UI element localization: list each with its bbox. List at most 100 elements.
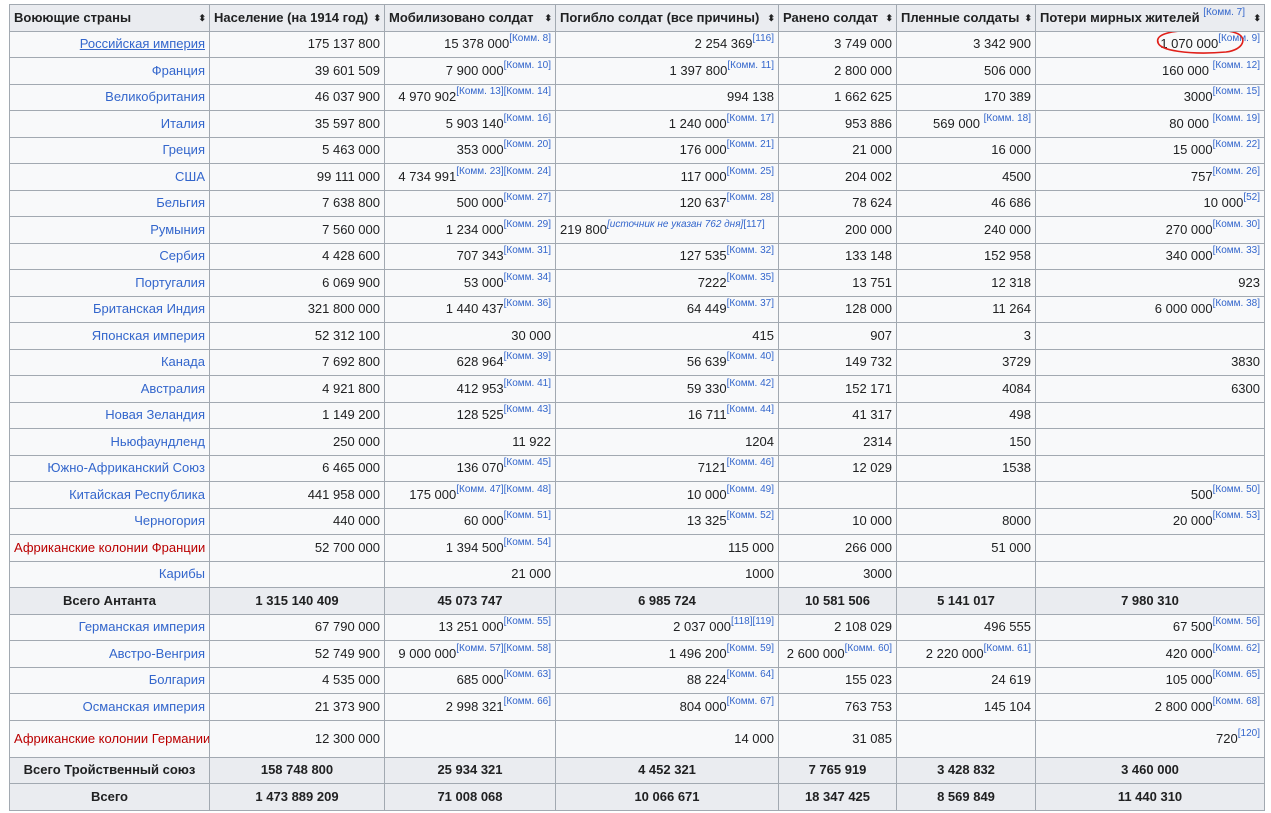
footnote-link[interactable]: [Комм. 67] (726, 695, 774, 707)
sort-arrows-icon[interactable]: ⬍ (544, 12, 552, 23)
footnote-link[interactable]: [Комм. 27] (503, 192, 551, 204)
country-link[interactable]: Германская империя (78, 619, 205, 635)
footnote-link[interactable]: [Комм. 15] (1212, 86, 1260, 98)
col-killed-header[interactable]: Погибло солдат (все причины) ⬍ (555, 4, 779, 32)
footnote-link[interactable]: [Комм. 13][Комм. 14] (456, 86, 551, 98)
footnote-link[interactable]: [Комм. 46] (726, 457, 774, 469)
footnote-link[interactable]: [Комм. 25] (726, 165, 774, 177)
country-link[interactable]: Китайская Республика (69, 486, 205, 502)
country-link[interactable]: Японская империя (91, 327, 205, 343)
footnote-link[interactable]: [Комм. 53] (1212, 510, 1260, 522)
footnote-link[interactable]: [Комм. 32] (726, 245, 774, 257)
footnote-link[interactable]: [Комм. 54] (503, 536, 551, 548)
sort-arrows-icon[interactable]: ⬍ (198, 12, 206, 23)
footnote-link[interactable]: [Комм. 40] (726, 351, 774, 363)
footnote-link[interactable]: [Комм. 10] (503, 59, 551, 71)
footnote-link[interactable]: [Комм. 29] (503, 218, 551, 230)
footnote-link[interactable]: [Комм. 17] (726, 112, 774, 124)
footnote-link[interactable]: [Комм. 57][Комм. 58] (456, 642, 551, 654)
sort-arrows-icon[interactable]: ⬍ (885, 12, 893, 23)
footnote-link[interactable]: [Комм. 33] (1212, 245, 1260, 257)
footnote-link[interactable]: [Комм. 55] (503, 616, 551, 628)
country-link[interactable]: США (175, 168, 205, 184)
footnote-link[interactable]: [Комм. 8] (509, 33, 551, 45)
country-link[interactable]: Ньюфаундленд (110, 433, 205, 449)
country-link[interactable]: Бельгия (156, 195, 205, 211)
footnote-link[interactable]: [Комм. 39] (503, 351, 551, 363)
country-link[interactable]: Греция (162, 142, 205, 158)
footnote-link[interactable]: [Комм. 23][Комм. 24] (456, 165, 551, 177)
country-link[interactable]: Российская империя (79, 36, 205, 52)
footnote-link[interactable]: [117] (743, 218, 765, 230)
footnote-link[interactable]: [Комм. 34] (503, 271, 551, 283)
footnote-link[interactable]: [52] (1243, 192, 1260, 204)
footnote-link[interactable]: [Комм. 65] (1212, 669, 1260, 681)
footnote-link[interactable]: [116] (752, 33, 775, 45)
footnote-link[interactable]: [Комм. 36] (503, 298, 551, 310)
footnote-link[interactable]: [Комм. 60] (844, 642, 892, 654)
citation-needed-link[interactable]: [источник не указан 762 дня] (607, 218, 744, 230)
footnote-link[interactable]: [120] (1237, 727, 1260, 739)
footnote-link[interactable]: [Комм. 19] (1212, 112, 1260, 124)
footnote-link[interactable]: [Комм. 22] (1212, 139, 1260, 151)
footnote-link[interactable]: [Комм. 44] (726, 404, 774, 416)
country-link[interactable]: Африканские колонии Германии (14, 730, 210, 746)
col-mobilized-header[interactable]: Мобилизовано солдат ⬍ (384, 4, 556, 32)
footnote-link[interactable]: [Комм. 42] (726, 377, 774, 389)
footnote-link[interactable]: [Комм. 43] (503, 404, 551, 416)
col-population-header[interactable]: Население (на 1914 год) ⬍ (209, 4, 385, 32)
footnote-link[interactable]: [Комм. 35] (726, 271, 774, 283)
footnote-link[interactable]: [Комм. 12] (1212, 59, 1260, 71)
sort-arrows-icon[interactable]: ⬍ (1024, 12, 1032, 23)
sort-arrows-icon[interactable]: ⬍ (1253, 12, 1261, 23)
footnote-link[interactable]: [Комм. 41] (503, 377, 551, 389)
footnote-link[interactable]: [Комм. 52] (726, 510, 774, 522)
footnote-link[interactable]: [Комм. 61] (983, 642, 1031, 654)
country-link[interactable]: Черногория (134, 513, 205, 529)
country-link[interactable]: Карибы (158, 566, 205, 582)
footnote-link[interactable]: [Комм. 30] (1212, 218, 1260, 230)
country-link[interactable]: Африканские колонии Франции (14, 539, 206, 555)
sort-arrows-icon[interactable]: ⬍ (373, 12, 381, 23)
footnote-link[interactable]: [Комм. 51] (503, 510, 551, 522)
footnote-link[interactable]: [Комм. 62] (1212, 642, 1260, 654)
country-link[interactable]: Румыния (150, 221, 205, 237)
footnote-link[interactable]: [Комм. 56] (1212, 616, 1260, 628)
footnote-link[interactable]: [Комм. 47][Комм. 48] (456, 483, 551, 495)
footnote-link[interactable]: [Комм. 50] (1212, 483, 1260, 495)
country-link[interactable]: Новая Зеландия (105, 407, 205, 423)
footnote-link[interactable]: [Комм. 59] (726, 642, 774, 654)
footnote-link[interactable]: [Комм. 18] (983, 112, 1031, 124)
country-link[interactable]: Италия (160, 115, 205, 131)
country-link[interactable]: Австралия (140, 380, 205, 396)
country-link[interactable]: Португалия (135, 274, 205, 290)
footnote-link[interactable]: [Комм. 49] (726, 483, 774, 495)
country-link[interactable]: Франция (151, 62, 205, 78)
country-link[interactable]: Болгария (148, 672, 205, 688)
col-country-header[interactable]: Воюющие страны ⬍ (9, 4, 210, 32)
country-link[interactable]: Канада (160, 354, 205, 370)
footnote-link[interactable]: [Комм. 68] (1212, 695, 1260, 707)
col-wounded-header[interactable]: Ранено солдат ⬍ (778, 4, 897, 32)
footnote-link[interactable]: [Комм. 45] (503, 457, 551, 469)
col-civilian-header[interactable]: Потери мирных жителей [Комм. 7] ⬍ (1035, 4, 1265, 32)
footnote-link[interactable]: [Комм. 16] (503, 112, 551, 124)
footnote-link[interactable]: [Комм. 9] (1218, 33, 1260, 45)
footnote-link[interactable]: [Комм. 20] (503, 139, 551, 151)
country-link[interactable]: Османская империя (82, 698, 205, 714)
country-link[interactable]: Британская Индия (92, 301, 205, 317)
country-link[interactable]: Сербия (159, 248, 205, 264)
footnote-link[interactable]: [118][119] (731, 616, 774, 628)
footnote-link[interactable]: [Комм. 28] (726, 192, 774, 204)
header-footnote-link[interactable]: [Комм. 7] (1203, 6, 1245, 18)
country-link[interactable]: Южно-Африканский Союз (47, 460, 205, 476)
country-link[interactable]: Великобритания (105, 89, 205, 105)
col-prisoners-header[interactable]: Пленные солдаты ⬍ (896, 4, 1036, 32)
footnote-link[interactable]: [Комм. 63] (503, 669, 551, 681)
footnote-link[interactable]: [Комм. 31] (503, 245, 551, 257)
footnote-link[interactable]: [Комм. 38] (1212, 298, 1260, 310)
footnote-link[interactable]: [Комм. 11] (727, 59, 774, 71)
footnote-link[interactable]: [Комм. 21] (726, 139, 774, 151)
sort-arrows-icon[interactable]: ⬍ (767, 12, 775, 23)
footnote-link[interactable]: [Комм. 66] (503, 695, 551, 707)
